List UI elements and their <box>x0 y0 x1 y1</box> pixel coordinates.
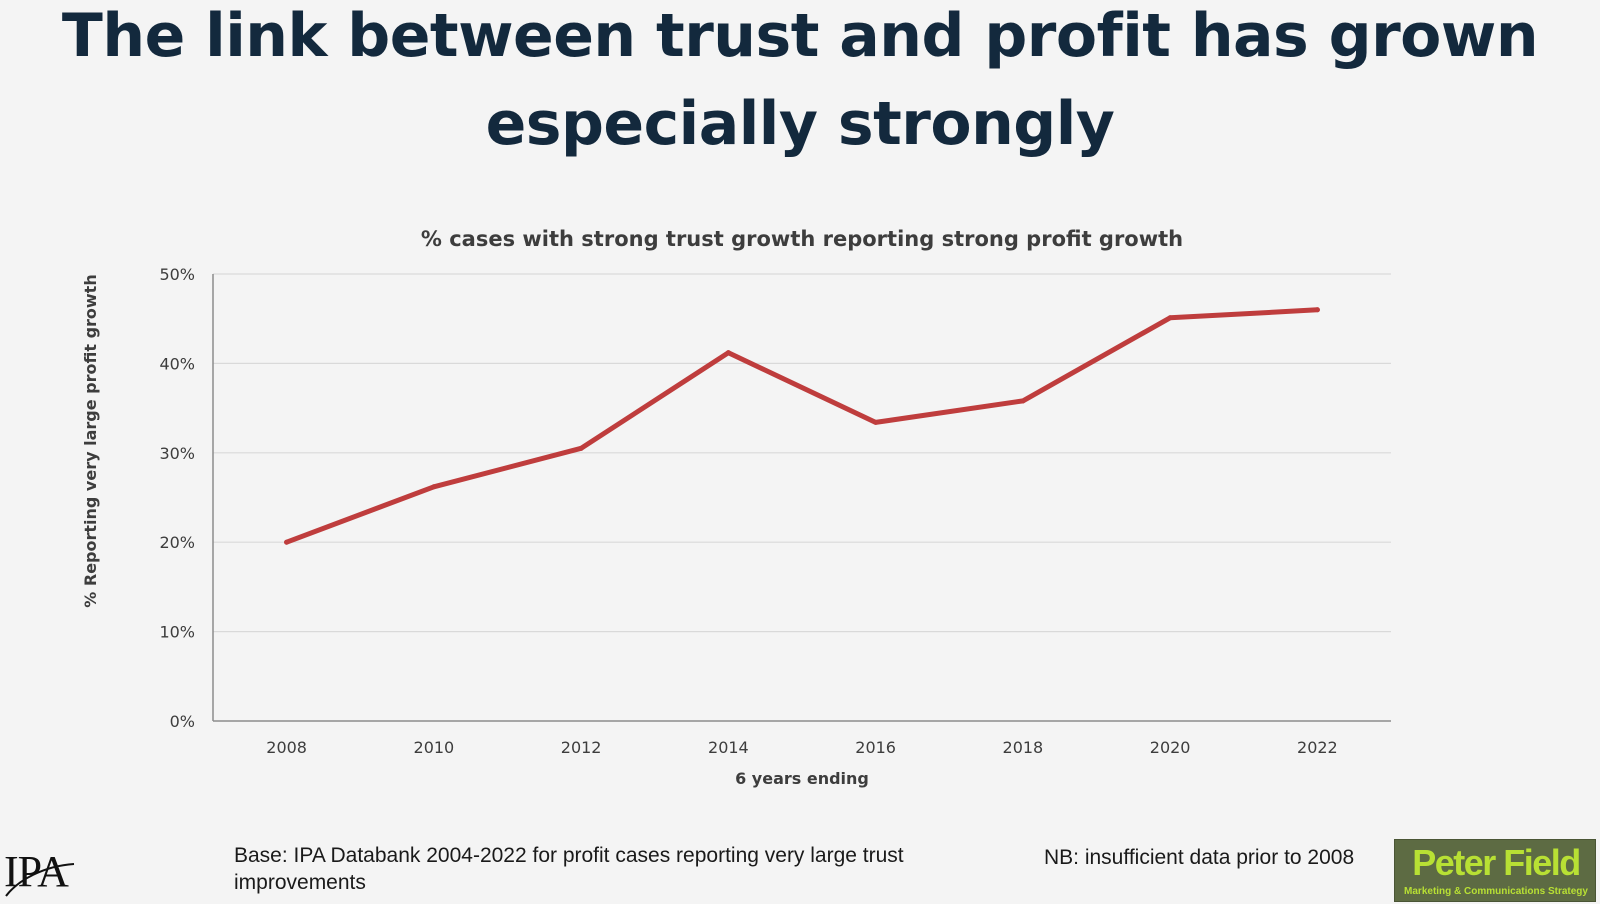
peter-field-logo-tagline: Marketing & Communications Strategy <box>1404 886 1588 897</box>
data-point <box>284 539 290 545</box>
data-point <box>1167 315 1173 321</box>
x-axis-label: 6 years ending <box>735 769 869 788</box>
gridlines <box>213 273 1391 633</box>
ipa-logo: IPA <box>4 846 94 902</box>
x-tick-label: 2008 <box>266 738 307 757</box>
x-tick-label: 2010 <box>414 738 455 757</box>
x-tick-label: 2022 <box>1297 738 1338 757</box>
y-tick-label: 50% <box>159 265 195 284</box>
x-tick-label: 2014 <box>708 738 749 757</box>
data-point <box>578 445 584 451</box>
ipa-swoosh-icon <box>5 863 75 897</box>
peter-field-logo-name: Peter Field <box>1412 842 1581 883</box>
axes <box>212 274 1391 722</box>
y-tick-labels: 0% 10% 20% 30% 40% 50% <box>159 265 195 731</box>
data-point <box>1314 307 1320 313</box>
data-point <box>725 350 731 356</box>
footer-nb-note: NB: insufficient data prior to 2008 <box>1044 846 1355 869</box>
y-tick-label: 20% <box>159 533 195 552</box>
x-tick-label: 2016 <box>855 738 896 757</box>
y-tick-label: 30% <box>159 444 195 463</box>
peter-field-logo: Peter Field Marketing & Communications S… <box>1394 839 1596 902</box>
y-axis-label: % Reporting very large profit growth <box>81 274 100 607</box>
x-tick-labels: 2008 2010 2012 2014 2016 2018 2020 2022 <box>266 738 1337 757</box>
x-tick-label: 2020 <box>1150 738 1191 757</box>
data-point <box>873 419 879 425</box>
y-tick-label: 40% <box>159 354 195 373</box>
line-chart: % cases with strong trust growth reporti… <box>81 227 1391 788</box>
x-tick-label: 2018 <box>1003 738 1044 757</box>
y-tick-label: 10% <box>159 623 195 642</box>
slide-title-line-2: especially strongly <box>485 89 1115 159</box>
x-tick-label: 2012 <box>561 738 602 757</box>
chart-title: % cases with strong trust growth reporti… <box>421 227 1183 251</box>
data-point <box>1020 398 1026 404</box>
y-tick-label: 0% <box>170 712 195 731</box>
data-point <box>431 484 437 490</box>
footer-base-note: Base: IPA Databank 2004-2022 for profit … <box>234 844 904 894</box>
series-line <box>284 307 1320 545</box>
slide-title-line-1: The link between trust and profit has gr… <box>61 1 1539 71</box>
series-lines <box>284 307 1320 545</box>
